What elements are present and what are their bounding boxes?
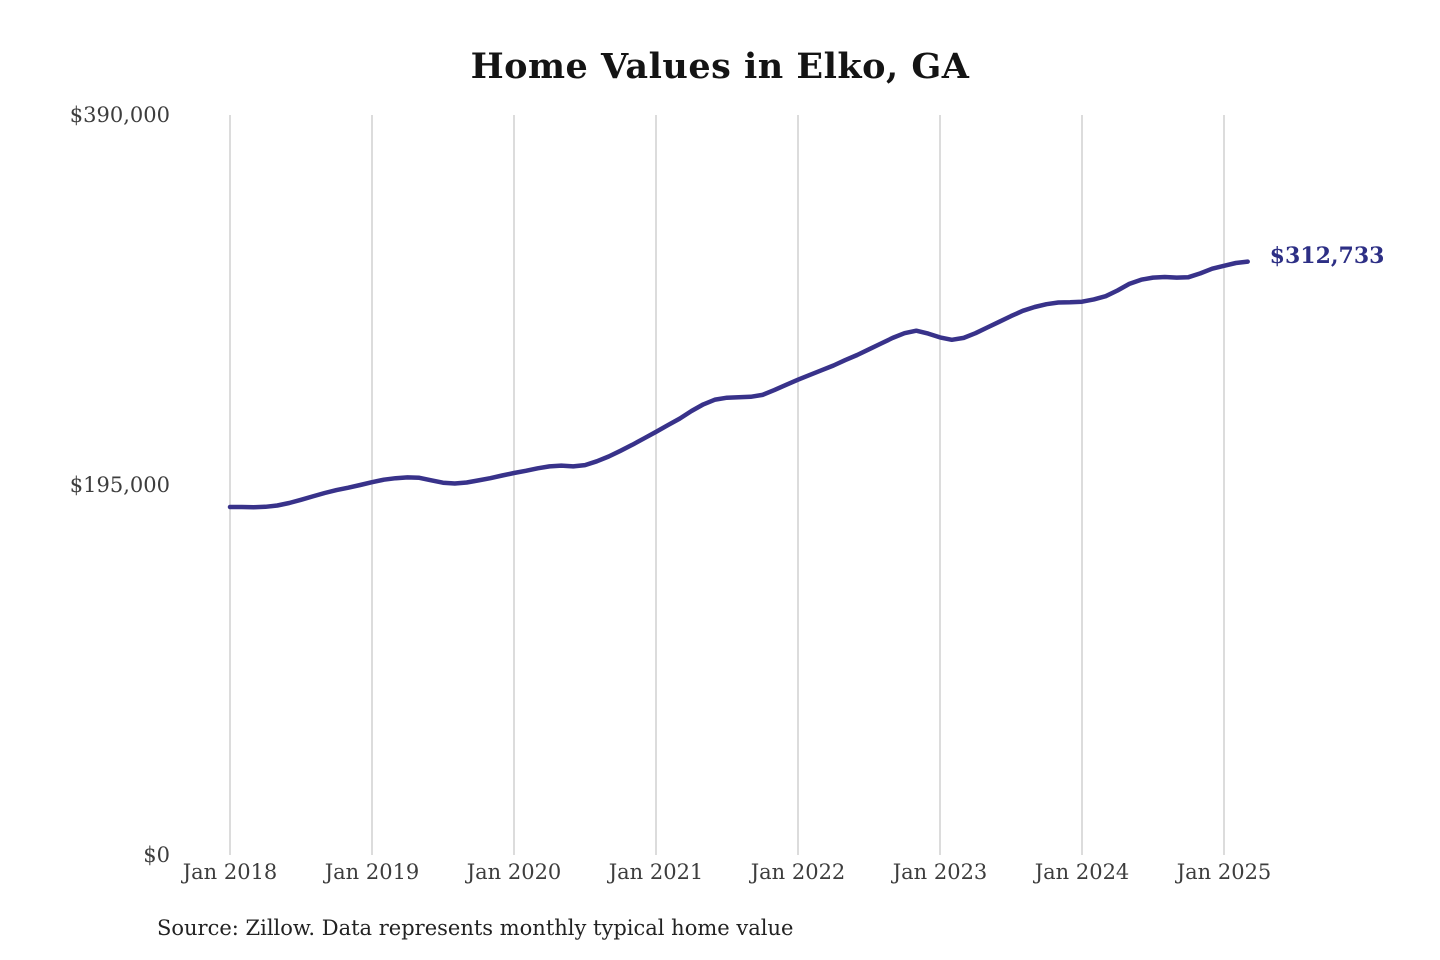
latest-value-label: $312,733 [1269,242,1385,269]
y-tick-label: $390,000 [69,103,170,127]
x-tick-label: Jan 2020 [466,860,562,884]
x-tick-label: Jan 2019 [324,860,420,884]
x-tick-label: Jan 2025 [1176,860,1272,884]
x-tick-label: Jan 2024 [1034,860,1130,884]
x-tick-label: Jan 2021 [608,860,704,884]
x-tick-label: Jan 2022 [750,860,846,884]
gridlines-group [229,115,1225,855]
source-note: Source: Zillow. Data represents monthly … [157,916,794,940]
x-tick-label: Jan 2018 [182,860,278,884]
x-tick-label: Jan 2023 [892,860,988,884]
home-value-line [227,259,1250,510]
y-tick-label: $195,000 [69,473,170,497]
chart-title: Home Values in Elko, GA [470,46,970,87]
y-tick-label: $0 [143,843,170,867]
